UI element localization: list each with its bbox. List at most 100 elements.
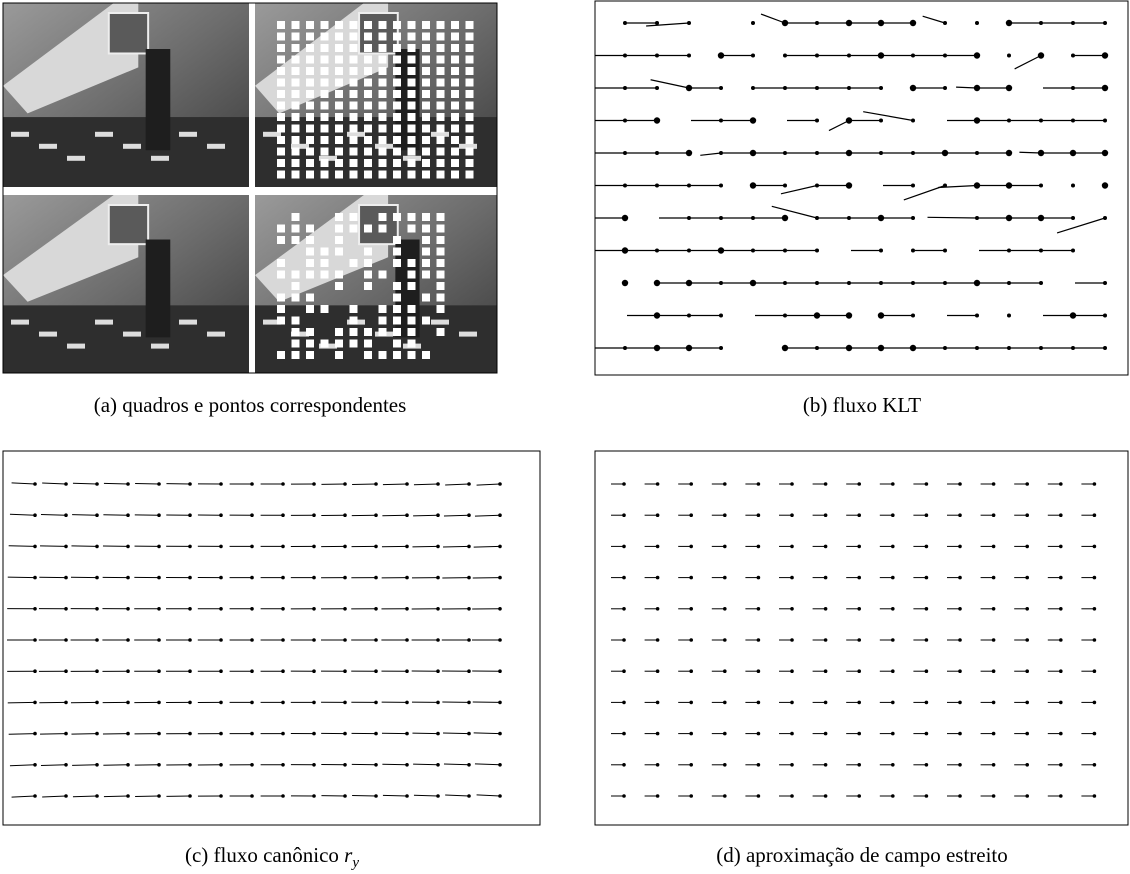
flow-point xyxy=(126,763,130,767)
feature-point xyxy=(422,101,430,110)
flow-vector xyxy=(382,794,408,797)
feature-point xyxy=(335,78,343,87)
feature-point xyxy=(393,159,401,167)
flow-point xyxy=(823,700,828,705)
feature-point xyxy=(393,113,401,121)
feature-point xyxy=(320,21,329,29)
flow-point xyxy=(815,183,819,188)
flow-point xyxy=(1007,346,1011,350)
flow-point xyxy=(877,344,885,352)
feature-point xyxy=(393,78,401,87)
flow-point xyxy=(1025,607,1029,611)
feature-point xyxy=(436,124,445,133)
flow-point xyxy=(891,513,895,517)
flow-point xyxy=(405,638,409,642)
flow-point xyxy=(1101,52,1109,59)
flow-point xyxy=(1025,575,1029,580)
feature-point xyxy=(306,55,314,64)
flow-point xyxy=(975,151,979,155)
feature-point xyxy=(291,159,300,167)
flow-point xyxy=(911,216,915,220)
feature-point xyxy=(291,316,300,325)
flow-point xyxy=(751,53,755,58)
feature-point xyxy=(436,282,445,290)
feature-point xyxy=(422,316,430,325)
paper xyxy=(431,131,449,137)
flow-point xyxy=(1039,248,1043,253)
feature-point xyxy=(393,170,401,179)
flow-point xyxy=(958,731,962,736)
feature-point xyxy=(364,67,372,75)
flow-point xyxy=(689,731,693,736)
flow-point xyxy=(467,482,471,486)
flow-point xyxy=(219,700,223,705)
feature-point xyxy=(378,90,387,98)
feature-point xyxy=(465,90,474,98)
flow-point xyxy=(281,638,285,642)
flow-point xyxy=(64,638,68,642)
flow-point xyxy=(188,669,192,673)
flow-point xyxy=(157,731,161,736)
board xyxy=(107,12,150,55)
flow-point xyxy=(655,183,659,188)
flow-point xyxy=(250,731,254,736)
flow-point xyxy=(749,117,757,124)
flow-vector xyxy=(72,482,98,485)
flow-point xyxy=(655,731,660,736)
flow-point xyxy=(911,118,915,123)
feature-point xyxy=(306,247,314,256)
flow-point xyxy=(991,763,996,767)
feature-point xyxy=(393,124,401,133)
flow-point xyxy=(467,763,471,767)
flow-point xyxy=(943,53,947,58)
flow-point xyxy=(33,731,37,736)
feature-point xyxy=(378,55,387,64)
flow-vector xyxy=(8,545,36,547)
flow-point xyxy=(815,118,819,123)
flow-point xyxy=(467,575,471,580)
flow-point xyxy=(1037,149,1045,157)
flow-point xyxy=(1101,149,1109,157)
feature-point xyxy=(378,328,387,336)
flow-point xyxy=(1025,700,1029,705)
feature-point xyxy=(422,90,430,98)
feature-point xyxy=(364,136,372,144)
flow-point xyxy=(498,482,502,486)
feature-point xyxy=(320,136,329,144)
flow-point xyxy=(958,575,962,580)
flow-point xyxy=(790,544,794,549)
feature-point xyxy=(451,67,459,75)
flow-point xyxy=(847,216,851,220)
flow-vector xyxy=(413,514,439,517)
flow-point xyxy=(312,607,316,611)
flow-point xyxy=(436,763,440,767)
flow-point xyxy=(405,575,409,580)
feature-point xyxy=(291,328,300,336)
feature-point xyxy=(320,339,329,348)
flow-point xyxy=(95,513,99,517)
flow-point xyxy=(1039,118,1043,123)
flow-point xyxy=(857,700,861,705)
feature-point xyxy=(407,328,416,336)
flow-point xyxy=(157,794,161,798)
flow-point xyxy=(498,669,502,673)
feature-point xyxy=(451,101,459,110)
feature-point xyxy=(291,282,300,290)
flow-point xyxy=(1025,731,1029,736)
flow-point xyxy=(467,669,471,673)
flow-point xyxy=(790,700,794,705)
feature-point xyxy=(407,282,416,290)
flow-point xyxy=(343,731,347,736)
flow-vector xyxy=(72,764,98,766)
feature-point xyxy=(465,44,474,52)
feature-point xyxy=(335,113,343,121)
feature-point xyxy=(436,55,445,64)
flow-point xyxy=(312,638,316,642)
flow-point xyxy=(1071,346,1075,350)
flow-point xyxy=(975,313,979,318)
feature-point xyxy=(335,328,343,336)
feature-point xyxy=(349,147,358,156)
feature-point xyxy=(291,44,300,52)
feature-point xyxy=(393,328,401,336)
flow-point xyxy=(188,575,192,580)
